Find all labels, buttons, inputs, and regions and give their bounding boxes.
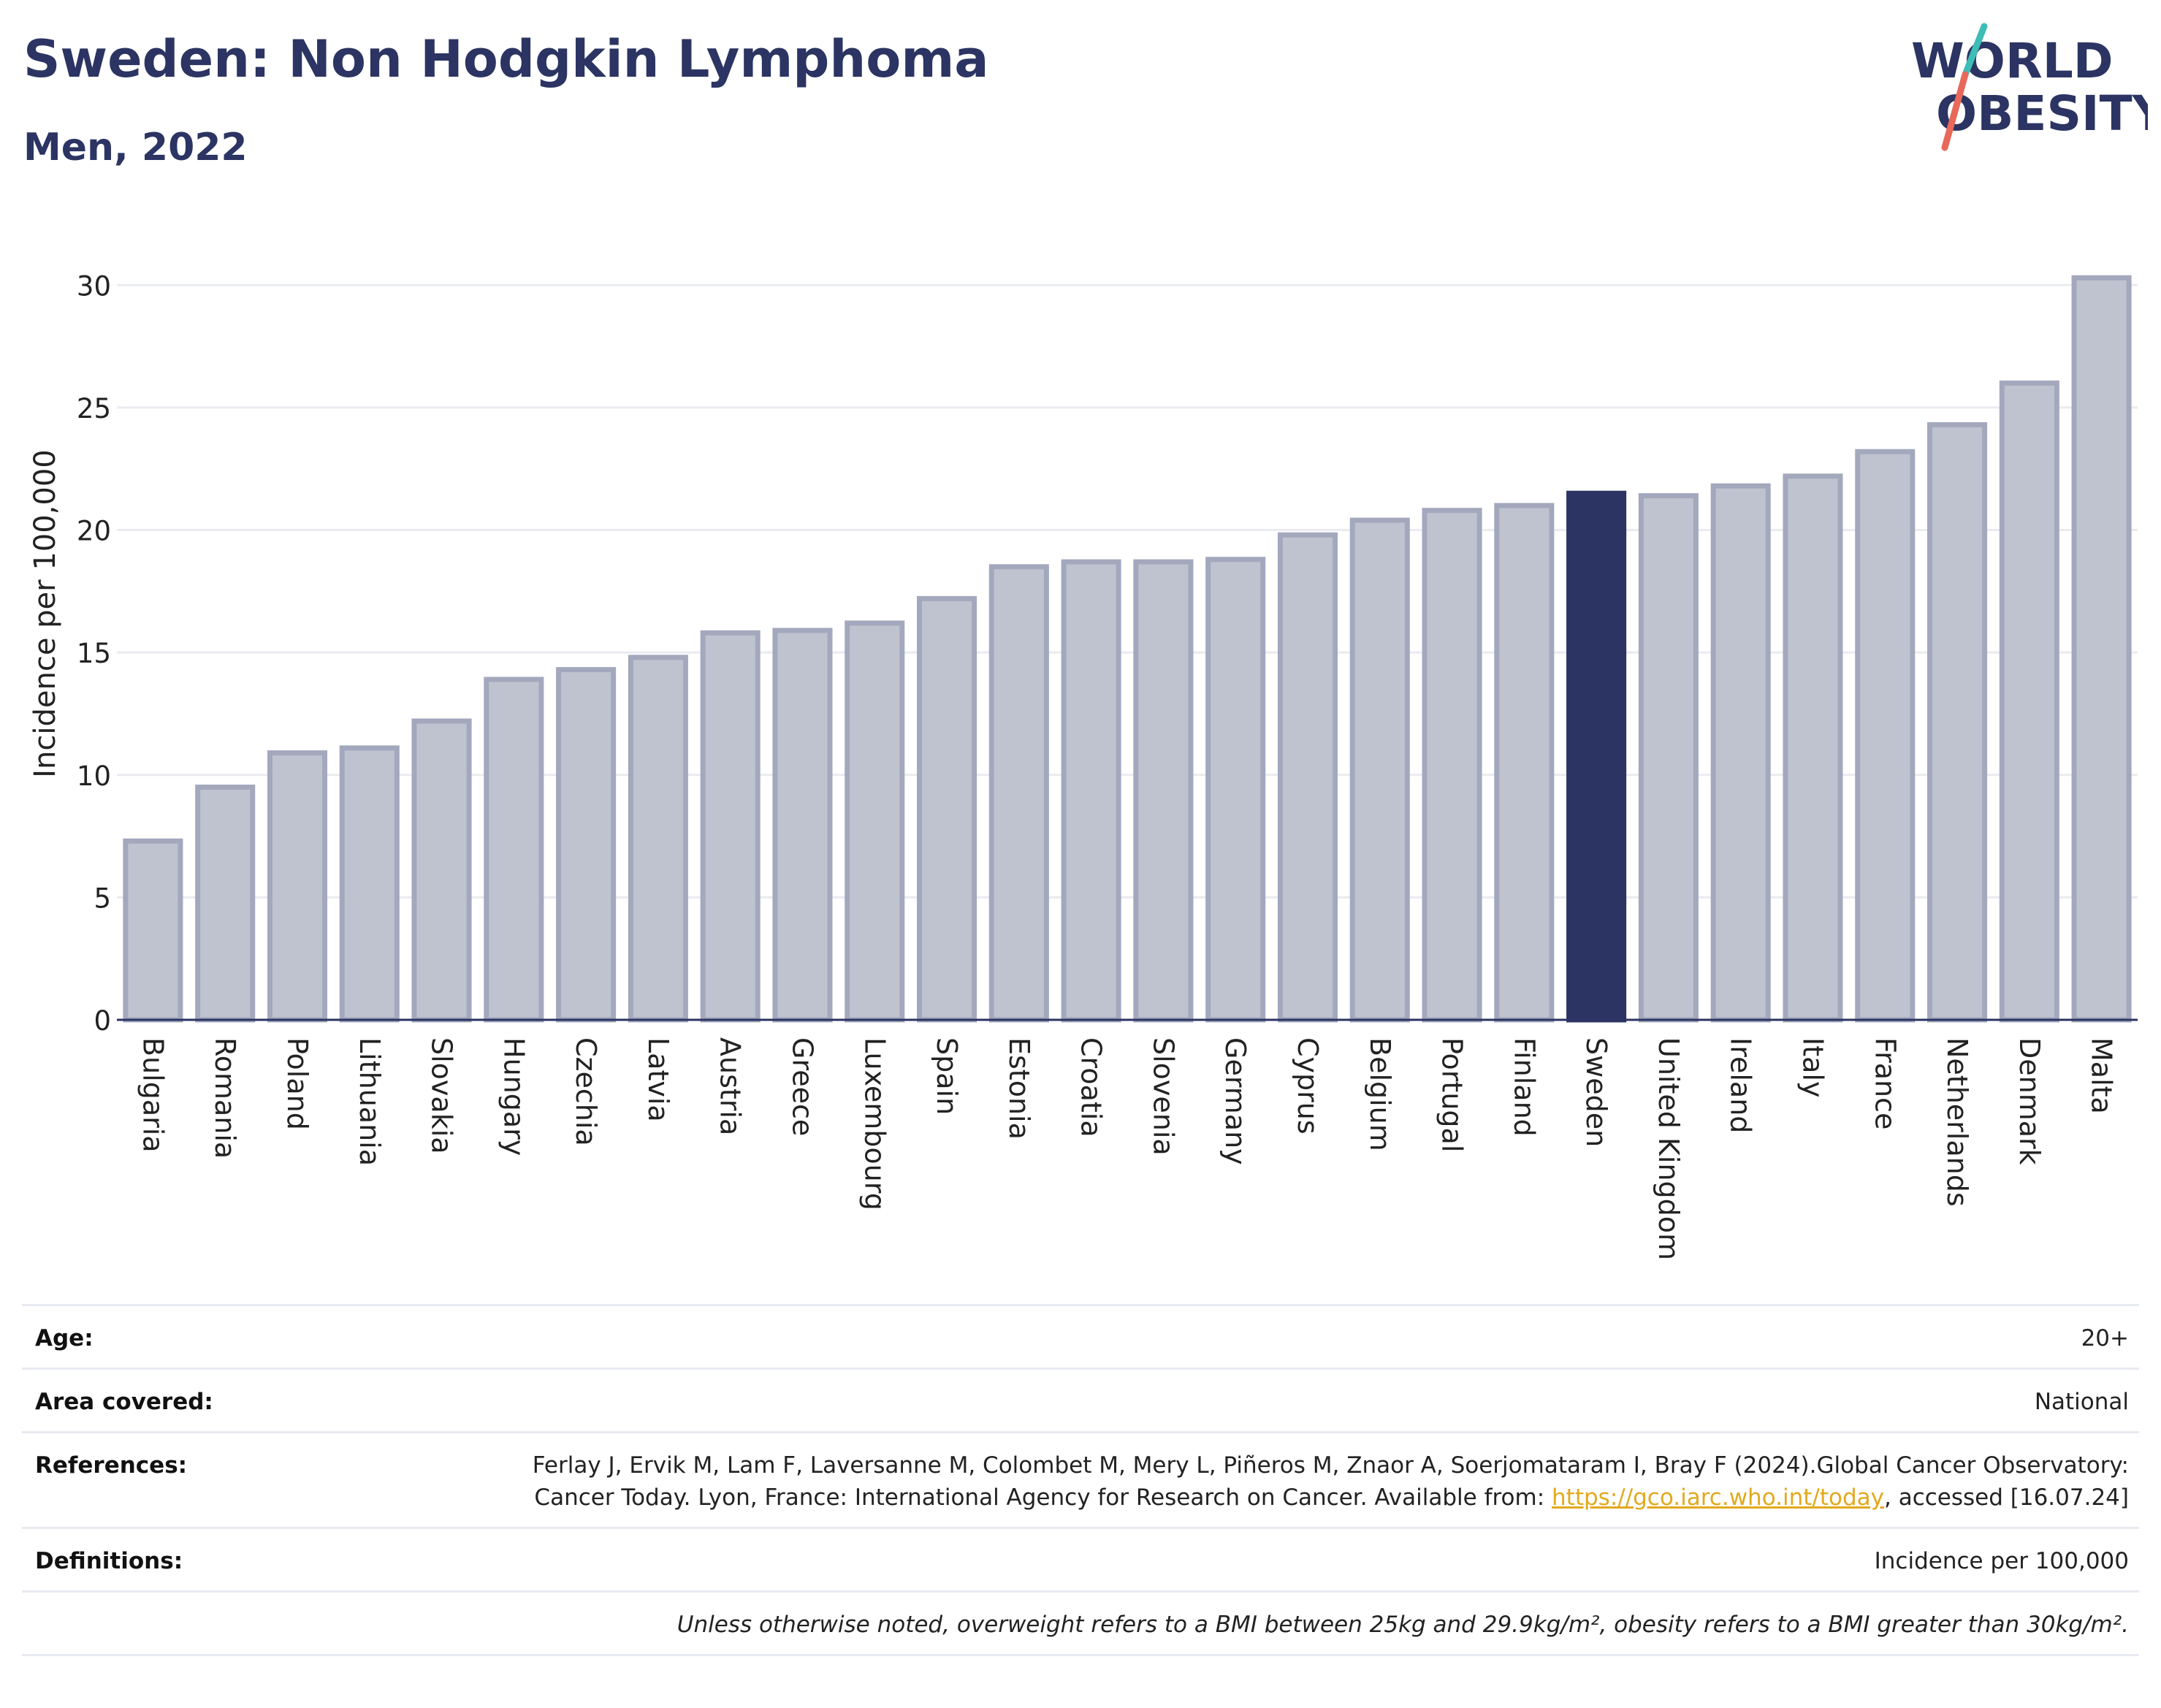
chart-subtitle: Men, 2022 — [23, 126, 248, 169]
logo-line1: WORLD — [1911, 33, 2114, 89]
area-value: National — [2034, 1389, 2129, 1415]
bar-ireland — [1710, 483, 1771, 1023]
x-tick-label: Latvia — [642, 1037, 674, 1122]
bar-poland — [267, 750, 328, 1023]
references-row: References: Ferlay J, Ervik M, Lam F, La… — [22, 1431, 2139, 1527]
x-tick-labels: Bulgaria Romania Poland Lithuania Slovakia Hu… — [137, 1037, 2117, 1260]
x-tick-label: Estonia — [1003, 1037, 1035, 1140]
x-tick-label: Belgium — [1364, 1037, 1396, 1151]
x-tick-label: Italy — [1796, 1037, 1829, 1097]
x-tick-label: Croatia — [1075, 1037, 1108, 1137]
x-tick-label: Cyprus — [1292, 1037, 1324, 1135]
chart-title: Sweden: Non Hodgkin Lymphoma — [23, 29, 989, 89]
x-tick-label: Bulgaria — [137, 1037, 169, 1153]
bar-lithuania — [339, 745, 400, 1023]
y-tick-label: 5 — [94, 882, 111, 914]
x-tick-label: Portugal — [1436, 1037, 1468, 1152]
x-tick-label: Slovenia — [1147, 1037, 1179, 1156]
bar-spain — [916, 595, 977, 1023]
x-tick-label: Greece — [786, 1037, 818, 1136]
bar-portugal — [1422, 508, 1482, 1023]
bar-austria — [700, 630, 761, 1023]
bar-germany — [1205, 557, 1266, 1023]
bar-denmark — [1999, 380, 2059, 1023]
area-row: Area covered: National — [22, 1368, 2139, 1431]
info-table: Age: 20+ Area covered: National Referenc… — [22, 1304, 2139, 1656]
x-tick-label: Netherlands — [1941, 1037, 1973, 1207]
bar-france — [1855, 449, 1916, 1023]
age-label: Age: — [35, 1325, 94, 1351]
bar-slovenia — [1133, 559, 1194, 1023]
y-axis-label: Incidence per 100,000 — [28, 449, 62, 778]
definitions-label: Definitions: — [35, 1548, 183, 1574]
bmi-note: Unless otherwise noted, overweight refer… — [676, 1612, 2129, 1638]
bar-slovakia — [411, 718, 472, 1023]
references-label: References: — [35, 1452, 188, 1479]
x-tick-label: Luxembourg — [858, 1037, 891, 1211]
y-tick-label: 30 — [77, 270, 111, 302]
x-tick-label: Malta — [2086, 1037, 2118, 1114]
bar-luxembourg — [845, 620, 905, 1023]
bar-latvia — [628, 655, 688, 1023]
x-tick-label: France — [1869, 1037, 1901, 1129]
bar-sweden — [1566, 490, 1627, 1023]
bar-belgium — [1349, 517, 1410, 1023]
x-tick-label: Germany — [1219, 1037, 1251, 1165]
bar-croatia — [1061, 559, 1121, 1023]
age-value: 20+ — [2081, 1325, 2129, 1351]
definitions-row: Definitions: Incidence per 100,000 — [22, 1527, 2139, 1590]
references-text: Ferlay J, Ervik M, Lam F, Laversanne M, … — [532, 1452, 2129, 1511]
age-row: Age: 20+ — [22, 1304, 2139, 1368]
bar-romania — [195, 785, 256, 1023]
definitions-value: Incidence per 100,000 — [1874, 1548, 2129, 1574]
bar-greece — [772, 628, 833, 1023]
x-tick-label: Finland — [1508, 1037, 1540, 1137]
x-tick-label: Sweden — [1580, 1037, 1612, 1147]
bar-netherlands — [1926, 422, 1988, 1023]
x-tick-label: Spain — [931, 1037, 963, 1115]
references-value: Ferlay J, Ervik M, Lam F, Laversanne M, … — [522, 1449, 2129, 1514]
y-tick-label: 0 — [94, 1005, 111, 1037]
bar-malta — [2071, 275, 2132, 1023]
bar-czechia — [556, 667, 617, 1023]
y-tick-label: 15 — [77, 638, 111, 669]
x-tick-label: Denmark — [2013, 1037, 2046, 1165]
x-tick-label: Czechia — [570, 1037, 602, 1146]
x-tick-label: Ireland — [1725, 1037, 1757, 1133]
x-tick-label: Slovakia — [426, 1037, 458, 1154]
bar-finland — [1494, 503, 1555, 1023]
bar-united-kingdom — [1638, 493, 1699, 1023]
x-tick-label: Hungary — [498, 1037, 530, 1156]
bar-hungary — [484, 676, 544, 1023]
x-tick-label: Lithuania — [354, 1037, 386, 1166]
bar-italy — [1783, 473, 1843, 1023]
area-label: Area covered: — [35, 1389, 213, 1415]
world-obesity-logo: WORLD OBESITY — [1911, 23, 2148, 151]
y-tick-label: 20 — [77, 516, 111, 547]
bar-bulgaria — [123, 838, 183, 1023]
bars — [123, 275, 2132, 1023]
note-row: Unless otherwise noted, overweight refer… — [22, 1590, 2139, 1656]
x-tick-label: United Kingdom — [1653, 1037, 1685, 1260]
bar-chart: 0 5 10 15 20 25 30 Bulgaria Romania Poland Lithua… — [28, 270, 2138, 1260]
y-tick-label: 25 — [77, 393, 111, 424]
y-tick-label: 10 — [77, 760, 111, 792]
x-tick-label: Poland — [281, 1037, 313, 1130]
bar-estonia — [988, 564, 1049, 1023]
logo-line2: OBESITY — [1936, 85, 2148, 142]
references-link[interactable]: https://gco.iarc.who.int/today — [1552, 1484, 1884, 1511]
references-accessed: , accessed [16.07.24] — [1883, 1484, 2129, 1511]
x-tick-label: Romania — [209, 1037, 241, 1159]
y-tick-labels: 0 5 10 15 20 25 30 — [77, 270, 111, 1037]
bar-cyprus — [1277, 532, 1338, 1023]
x-tick-label: Austria — [714, 1037, 747, 1135]
